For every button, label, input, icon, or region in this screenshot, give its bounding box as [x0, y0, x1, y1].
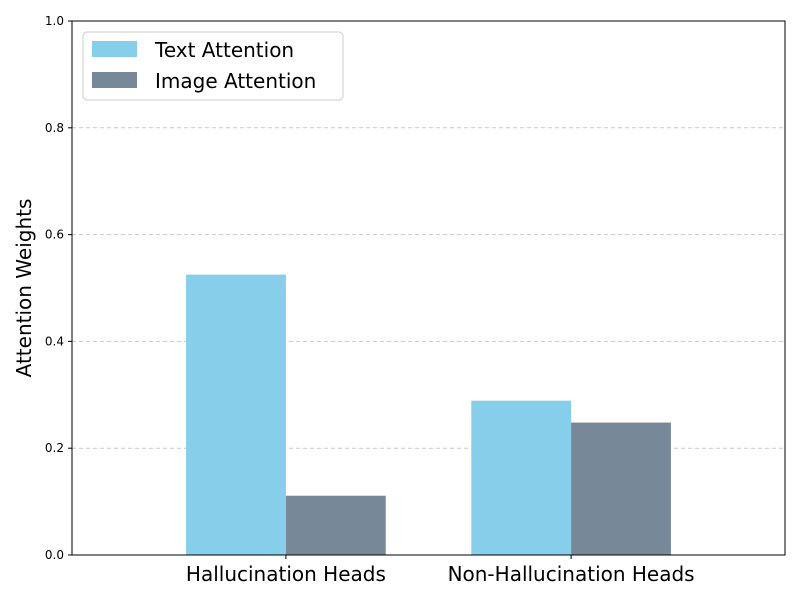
y-axis: 0.0 0.2 0.4 0.6 0.8 1.0	[45, 14, 72, 562]
bar-image-attention	[285, 495, 386, 555]
y-axis-title: Attention Weights	[12, 199, 36, 378]
legend-swatch-text-attention	[92, 41, 137, 57]
x-axis: Hallucination Heads Non-Hallucination Hea…	[186, 555, 695, 586]
y-tick-label: 0.4	[45, 334, 64, 348]
legend-label-text-attention: Text Attention	[154, 38, 294, 62]
bar-text-attention	[471, 400, 572, 555]
plot-frame	[71, 20, 786, 556]
legend: Text Attention Image Attention	[82, 31, 344, 101]
y-tick-label: 0.8	[45, 121, 64, 135]
bars	[186, 274, 671, 555]
y-tick-label: 1.0	[45, 14, 64, 28]
y-gridlines	[72, 127, 785, 449]
y-tick-label: 0.6	[45, 228, 64, 242]
y-tick-label: 0.2	[45, 441, 64, 455]
x-tick-label: Hallucination Heads	[186, 562, 386, 586]
y-tick-label: 0.0	[45, 548, 64, 562]
legend-swatch-image-attention	[92, 72, 137, 88]
bar-text-attention	[186, 274, 286, 555]
legend-frame	[82, 31, 344, 101]
x-tick-label: Non-Hallucination Heads	[448, 562, 695, 586]
bar-image-attention	[571, 422, 671, 555]
legend-label-image-attention: Image Attention	[155, 69, 316, 93]
